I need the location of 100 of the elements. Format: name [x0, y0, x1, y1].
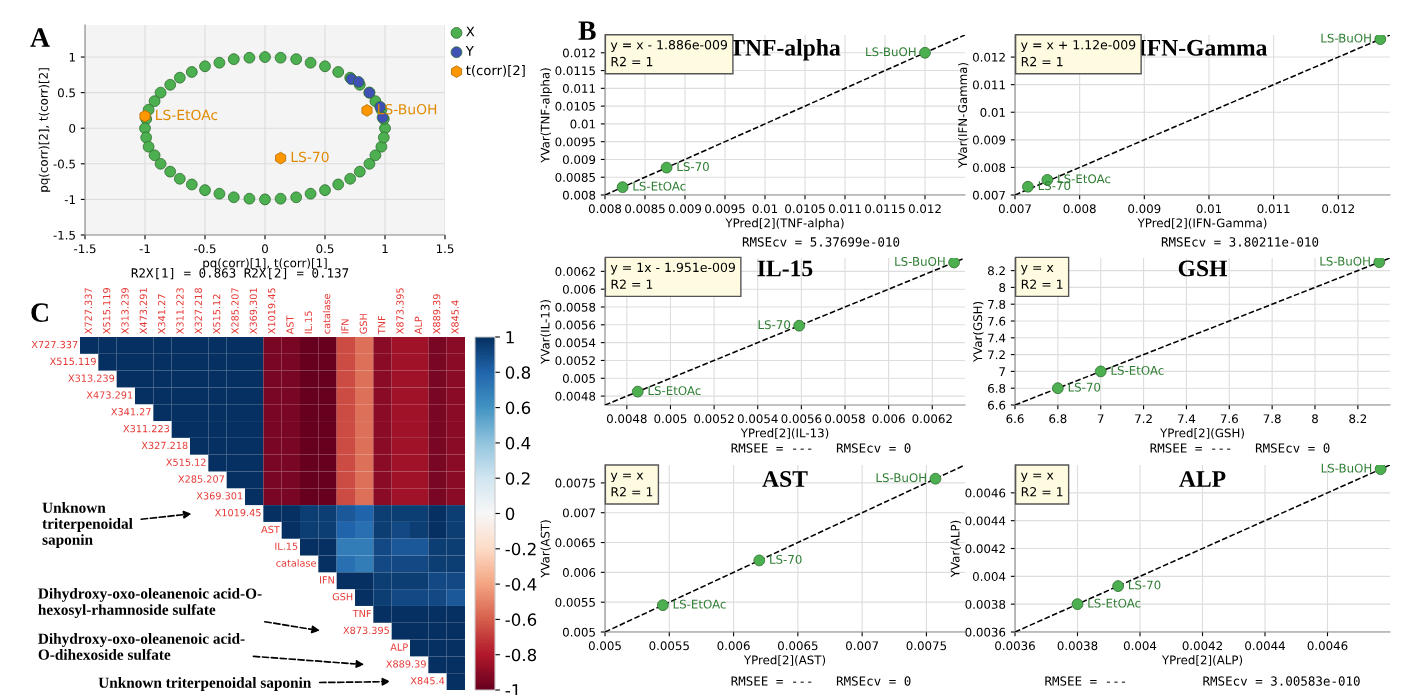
x-tick-label: 0.006 — [872, 414, 905, 424]
annotation: LS-BuOH — [1321, 463, 1372, 473]
color-bar-label: -0.4 — [505, 578, 537, 591]
y-tick-label: 0.009 — [562, 155, 596, 165]
x-tick-label: 0.01 — [752, 204, 778, 214]
text: A — [30, 28, 50, 47]
legend-label: t(corr)[2] — [466, 65, 525, 77]
y-tick-label: 0.0065 — [555, 538, 595, 548]
legend-label: Y — [465, 46, 474, 56]
chart-title: GSH — [1178, 260, 1228, 277]
x-tick-label: 0.008 — [588, 204, 622, 214]
y-tick-label: 0.008 — [562, 190, 596, 200]
text: RMSEE = --- RMSEcv = 3.00583e-010 — [1045, 676, 1360, 686]
annotation: LS-EtOAc — [648, 386, 701, 396]
x-tick-label: 0.011 — [1257, 204, 1290, 214]
y-tick-label: -0.5 — [53, 159, 75, 169]
x-tick-label: 0.005 — [654, 414, 687, 424]
x-tick-label: 0.0058 — [825, 414, 865, 424]
x-tick-label: 0.009 — [1128, 204, 1161, 214]
x-tick-label: IL.15 — [304, 311, 312, 334]
y-tick-label: 0.005 — [562, 374, 595, 383]
y-tick-label: 0.012 — [562, 48, 595, 58]
x-axis-title: YPred[2](ALP) — [1161, 655, 1243, 666]
x-tick-label: 0.0062 — [912, 414, 952, 424]
x-tick-label: 0.005 — [588, 641, 621, 651]
color-bar-label: 0.4 — [505, 436, 531, 450]
x-tick-label: 0.012 — [1322, 204, 1354, 214]
y-tick-label: 0.0036 — [965, 627, 1006, 637]
y-tick-label: X515.119 — [49, 357, 96, 366]
x-tick-label: 0.01 — [1196, 204, 1222, 214]
y-tick-label: 6.6 — [988, 400, 1006, 410]
annotation: LS-BuOH — [866, 47, 916, 57]
y-tick-label: 6.8 — [988, 383, 1006, 393]
x-tick-label: 0.0052 — [694, 414, 734, 424]
chart-title: TNF-alpha — [729, 39, 841, 61]
x-tick-label: 0.0065 — [777, 641, 818, 651]
y-axis-title: YVar(GSH) — [973, 301, 984, 363]
x-tick-label: 0.0115 — [865, 204, 905, 214]
text: RMSEcv = 5.37699e-010 — [742, 237, 900, 247]
y-tick-label: 0.0044 — [965, 516, 1006, 526]
y-tick-label: 0.0105 — [555, 101, 595, 111]
chart-title: ALP — [1179, 471, 1226, 487]
y-tick-label: 0.0085 — [555, 172, 595, 182]
annotation: LS-EtOAc — [633, 181, 686, 191]
x-tick-label: 0.0105 — [785, 204, 825, 214]
x-tick-label: 0.011 — [828, 204, 861, 214]
annotation: LS-BuOH — [1320, 256, 1370, 266]
chart-title: AST — [762, 471, 808, 487]
annotation: Unknown triterpenoidal saponin — [42, 502, 133, 548]
x-tick-label: 0.004 — [1123, 641, 1157, 651]
annotation: LS-BuOH — [1321, 33, 1371, 43]
y-tick-label: 0.0075 — [555, 478, 595, 488]
y-tick-label: 7 — [999, 367, 1005, 376]
x-axis-title: YPred[2](IL-13) — [740, 428, 829, 439]
annotation: LS-EtOAc — [1111, 365, 1164, 375]
annotation: LS-70 — [770, 554, 802, 564]
annotation: LS-70 — [1068, 382, 1101, 392]
x-tick-label: X845.4 — [451, 300, 459, 334]
y-tick-label: 0.007 — [562, 508, 595, 518]
x-tick-label: 0.012 — [908, 204, 941, 214]
annotation: LS-EtOAc — [673, 599, 726, 609]
color-bar-label: 1 — [506, 331, 514, 344]
y-tick-label: 0.004 — [972, 572, 1006, 581]
x-tick-label: 0.0075 — [906, 641, 947, 651]
x-axis-title: YPred[2](AST) — [743, 655, 826, 666]
chart-title: IL-15 — [757, 260, 813, 277]
y-tick-label: 0.01 — [570, 119, 595, 129]
annotation: y = x R2 = 1 — [1021, 265, 1063, 289]
x-tick-label: 0.0085 — [625, 204, 665, 214]
y-tick-label: 7.2 — [988, 350, 1005, 360]
x-tick-label: 7.8 — [1263, 414, 1281, 424]
annotation: y = x + 1.12e-009 R2 = 1 — [1021, 40, 1136, 67]
y-axis-title: YVar(ALP) — [950, 520, 961, 578]
text: B — [578, 21, 596, 40]
x-tick-label: 6.8 — [1049, 414, 1067, 424]
y-tick-label: -1 — [64, 195, 75, 204]
x-tick-label: 0.0095 — [705, 204, 745, 214]
annotation: Unknown triterpenoidal saponin — [98, 677, 312, 691]
color-bar-label: 0 — [505, 507, 515, 521]
color-bar-label: -0.2 — [505, 542, 536, 556]
x-tick-label: 0.006 — [717, 641, 750, 651]
x-tick-label: 0.0046 — [1307, 641, 1348, 651]
x-tick-label: 0.0044 — [1245, 641, 1285, 651]
annotation: y = 1x - 1.951e-009 R2 = 1 — [610, 262, 735, 289]
x-tick-label: 7.2 — [1135, 414, 1152, 423]
x-tick-label: 0.5 — [316, 244, 334, 254]
annotation: LS-70 — [677, 162, 709, 172]
annotation: y = x R2 = 1 — [1021, 472, 1063, 497]
x-tick-label: 0.0054 — [737, 414, 778, 424]
x-tick-label: 1.5 — [436, 244, 454, 254]
y-axis-title: YVar(TNF-alpha) — [540, 68, 552, 163]
x-tick-label: 8 — [1312, 414, 1318, 424]
annotation: LS-BuOH — [895, 256, 945, 266]
y-tick-label: 0.0054 — [555, 338, 596, 348]
annotation: LS-BuOH — [876, 473, 926, 483]
annotation: Dihydroxy-oxo-oleanenoic acid-O- hexosyl-rhamnoside sulfate — [38, 587, 262, 619]
text: RMSEcv = 3.80211e-010 — [1161, 237, 1319, 247]
y-tick-label: 0.011 — [972, 80, 1005, 90]
x-tick-label: 7.6 — [1220, 414, 1238, 424]
y-tick-label: 0.01 — [980, 107, 1005, 117]
